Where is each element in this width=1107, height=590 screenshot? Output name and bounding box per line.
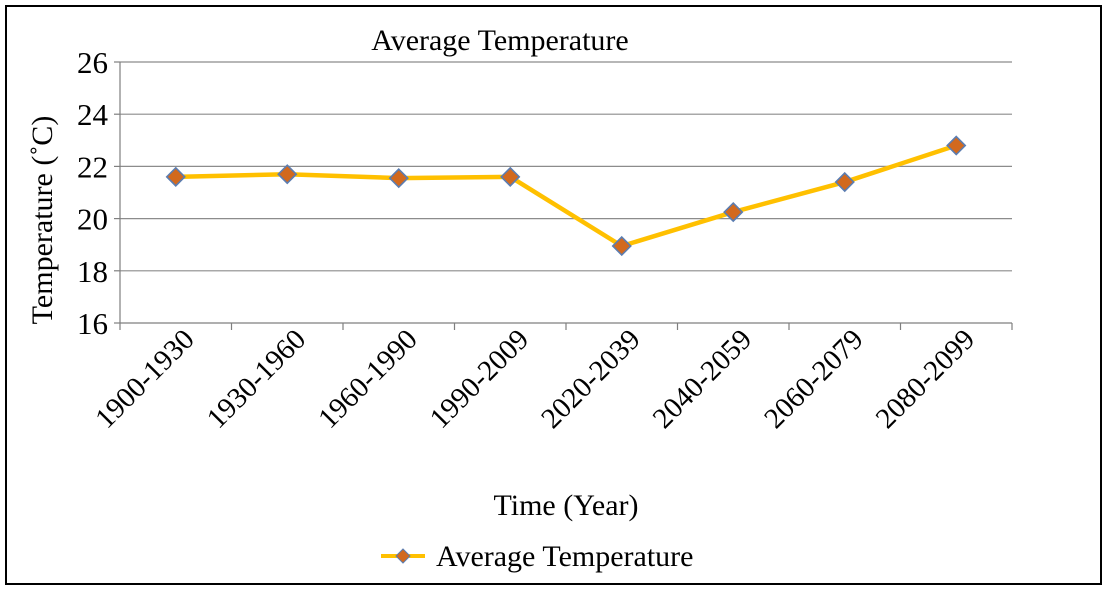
- data-point-2080-2099: [946, 135, 967, 156]
- x-tick-label-2080-2099: 2080-2099: [870, 323, 981, 434]
- data-point-1930-1960: [277, 164, 298, 185]
- x-tick-label-1960-1990: 1960-1990: [312, 323, 423, 434]
- y-tick-label-24: 24: [77, 97, 109, 132]
- chart-title: Average Temperature: [371, 24, 628, 57]
- series-line-0: [175, 143, 957, 249]
- legend-label: Average Temperature: [436, 540, 693, 573]
- x-tick-label-1990-2009: 1990-2009: [424, 323, 535, 434]
- y-axis-label: Temperature (˚C): [26, 116, 59, 325]
- gridlines: [120, 61, 1012, 272]
- x-tick-label-2040-2059: 2040-2059: [647, 323, 758, 434]
- y-tick-label-18: 18: [77, 254, 108, 289]
- data-point-1960-1990: [388, 168, 409, 189]
- chart-frame: [5, 5, 1102, 585]
- y-tick-label-16: 16: [77, 306, 108, 341]
- series-average-temperature: [165, 135, 967, 257]
- x-tick-label-2060-2079: 2060-2079: [758, 323, 869, 434]
- data-point-2020-2039: [611, 235, 632, 257]
- y-tick-label-20: 20: [77, 202, 108, 237]
- data-point-1990-2009: [500, 166, 521, 187]
- y-tick-labels: 16 18 20 22 24 26: [77, 45, 109, 341]
- y-tick-label-26: 26: [77, 45, 108, 80]
- data-point-2060-2079: [834, 171, 855, 193]
- data-point-2040-2059: [723, 201, 744, 223]
- x-tick-label-1930-1960: 1930-1960: [201, 323, 312, 434]
- data-point-1900-1930: [165, 166, 186, 187]
- legend-marker: [395, 548, 411, 564]
- axes: [114, 61, 1013, 330]
- legend: Average Temperature: [381, 540, 693, 573]
- y-tick-label-22: 22: [77, 149, 108, 184]
- x-tick-labels: 1900-1930 1930-1960 1960-1990 1990-2009 2020…: [89, 323, 981, 434]
- x-axis-label: Time (Year): [493, 489, 638, 522]
- x-tick-label-2020-2039: 2020-2039: [535, 323, 646, 434]
